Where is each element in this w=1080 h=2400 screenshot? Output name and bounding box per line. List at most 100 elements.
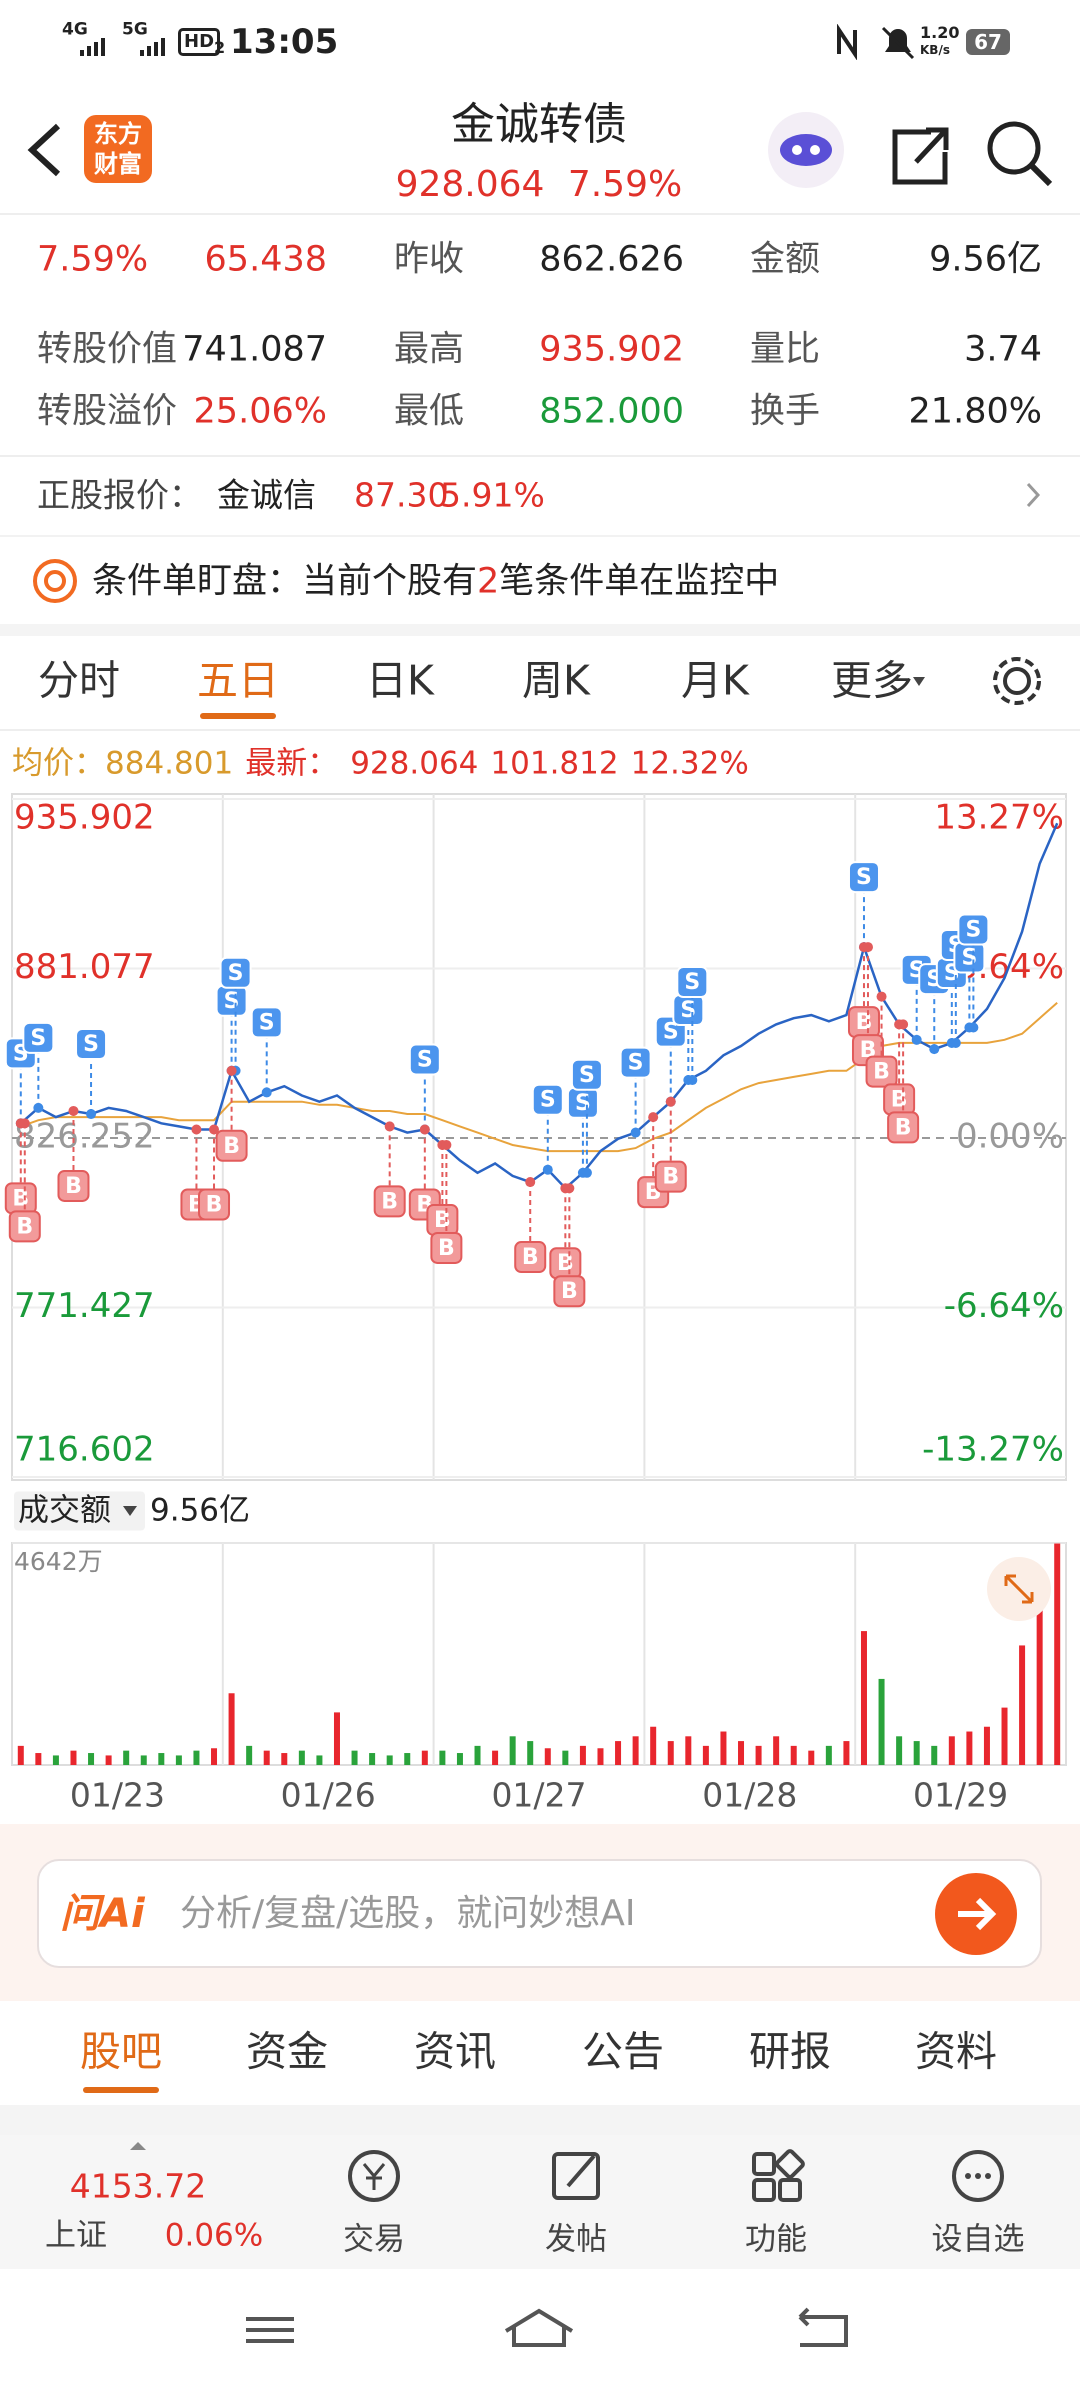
annotation-dot <box>226 1065 237 1076</box>
y-tick-label: 771.427 <box>14 1286 155 1326</box>
quote-cell: 65.438 <box>204 239 327 280</box>
period-tab[interactable]: 更多 <box>831 656 913 705</box>
expand-button[interactable] <box>986 1556 1052 1622</box>
annotation-box <box>847 861 880 894</box>
back-button[interactable] <box>22 120 66 180</box>
volume-bar <box>263 1750 270 1765</box>
annotation-label: B <box>381 1189 398 1214</box>
quote-cell: 935.902 <box>539 329 684 370</box>
annotation-dot <box>898 1019 909 1030</box>
period-tab[interactable]: 月K <box>681 656 749 705</box>
sub-tab[interactable]: 资金 <box>246 2027 328 2076</box>
period-tab[interactable]: 分时 <box>38 656 120 705</box>
y2-tick-label: 0.00% <box>956 1117 1064 1157</box>
volume-bar <box>948 1736 955 1765</box>
annotation-label: B <box>65 1174 82 1199</box>
volume-bar <box>421 1750 428 1765</box>
volume-bar <box>931 1745 938 1765</box>
volume-title[interactable]: 成交额 <box>14 1491 145 1531</box>
annotation-box <box>570 1058 603 1091</box>
annotation-dot <box>525 1177 536 1188</box>
sub-tab[interactable]: 资讯 <box>414 2027 496 2076</box>
tab-underline <box>83 2087 159 2093</box>
settings-button[interactable] <box>988 652 1046 710</box>
volume-bar <box>211 1748 218 1765</box>
sub-tab[interactable]: 资料 <box>915 2027 997 2076</box>
tab-underline <box>200 713 276 719</box>
annotation-dot <box>862 942 873 953</box>
annotation-label: S <box>540 1088 556 1113</box>
index-name: 上证 <box>45 2217 107 2254</box>
sub-tab[interactable]: 股吧 <box>80 2027 162 2076</box>
volume-bar <box>597 1748 604 1765</box>
annotation-dot <box>191 1124 202 1135</box>
quote-cell: 741.087 <box>182 329 327 370</box>
volume-bar <box>632 1736 639 1765</box>
sub-tab[interactable]: 研报 <box>749 2027 831 2076</box>
chevron[interactable] <box>1024 480 1044 510</box>
dropdown-arrow <box>123 1506 137 1516</box>
quote-cell: 量比 <box>750 329 821 370</box>
condition-bar[interactable]: 条件单盯盘：当前个股有2笔条件单在监控中 <box>92 564 779 600</box>
volume-bar <box>685 1736 692 1765</box>
volume-bar <box>298 1750 305 1765</box>
annotation-box <box>373 1185 406 1218</box>
sub-tab[interactable]: 公告 <box>582 2027 664 2076</box>
period-tab[interactable]: 周K <box>522 656 590 705</box>
volume-bar <box>456 1753 463 1765</box>
annotation-dot <box>542 1164 553 1175</box>
signal-icons <box>80 38 165 56</box>
volume-bar <box>773 1736 780 1765</box>
annotation-box <box>887 1111 920 1144</box>
status-icons <box>837 24 915 60</box>
app-logo: 东方 财富 <box>84 115 152 183</box>
annotation-box <box>219 956 252 989</box>
x-tick-label: 01/26 <box>281 1776 376 1815</box>
nav-icons <box>348 2149 1004 2202</box>
x-tick-label: 01/28 <box>702 1776 797 1815</box>
average-line <box>20 1001 1058 1153</box>
annotation-label: S <box>259 1010 275 1035</box>
annotation-dot <box>968 1022 979 1033</box>
divider <box>0 455 1080 457</box>
logo-text: 东方 <box>94 120 142 148</box>
y2-tick-label: -13.27% <box>922 1430 1064 1470</box>
divider <box>0 729 1080 731</box>
quote-cell: 金额 <box>750 239 821 280</box>
index-value: 4153.72 <box>69 2166 207 2206</box>
hd-badge: HD <box>178 28 221 56</box>
annotation-label: B <box>891 1087 908 1112</box>
annotation-label: B <box>895 1115 912 1140</box>
annotation-dot <box>950 1037 961 1048</box>
ai-input[interactable] <box>37 1859 1042 1968</box>
ai-submit[interactable] <box>934 1872 1018 1956</box>
volume-bar <box>1019 1645 1026 1765</box>
annotation-box <box>619 1046 652 1079</box>
annotation-label: S <box>30 1026 46 1051</box>
period-tab[interactable]: 五日 <box>197 656 279 705</box>
volume-bar <box>913 1741 920 1765</box>
y2-tick-label: 13.27% <box>934 798 1064 838</box>
condition-icon <box>33 559 77 603</box>
stock-name[interactable]: 金诚信 <box>217 475 316 515</box>
volume-bar <box>878 1678 885 1765</box>
annotation-label: B <box>438 1236 455 1261</box>
quote-cell: 转股溢价 <box>37 391 178 432</box>
annotation-label: S <box>856 865 872 890</box>
bottom-nav <box>0 2135 1080 2269</box>
nav-item[interactable]: 功能 <box>745 2221 807 2258</box>
header-change: 7.59% <box>567 164 683 205</box>
volume-bar <box>1036 1597 1043 1765</box>
quote-cell: 转股价值 <box>37 329 178 370</box>
annotation-dot <box>209 1124 220 1135</box>
nav-item[interactable]: 交易 <box>343 2221 405 2258</box>
volume-bar <box>404 1753 411 1765</box>
nav-item[interactable]: 设自选 <box>931 2221 1025 2258</box>
annotation-label: S <box>575 1091 591 1116</box>
quote-cell: 最高 <box>394 329 465 370</box>
nav-item[interactable]: 发帖 <box>545 2221 607 2258</box>
volume-bar <box>667 1741 674 1765</box>
volume-bar <box>650 1726 657 1765</box>
period-tab[interactable]: 日K <box>366 656 434 705</box>
annotation-box <box>57 1169 90 1202</box>
